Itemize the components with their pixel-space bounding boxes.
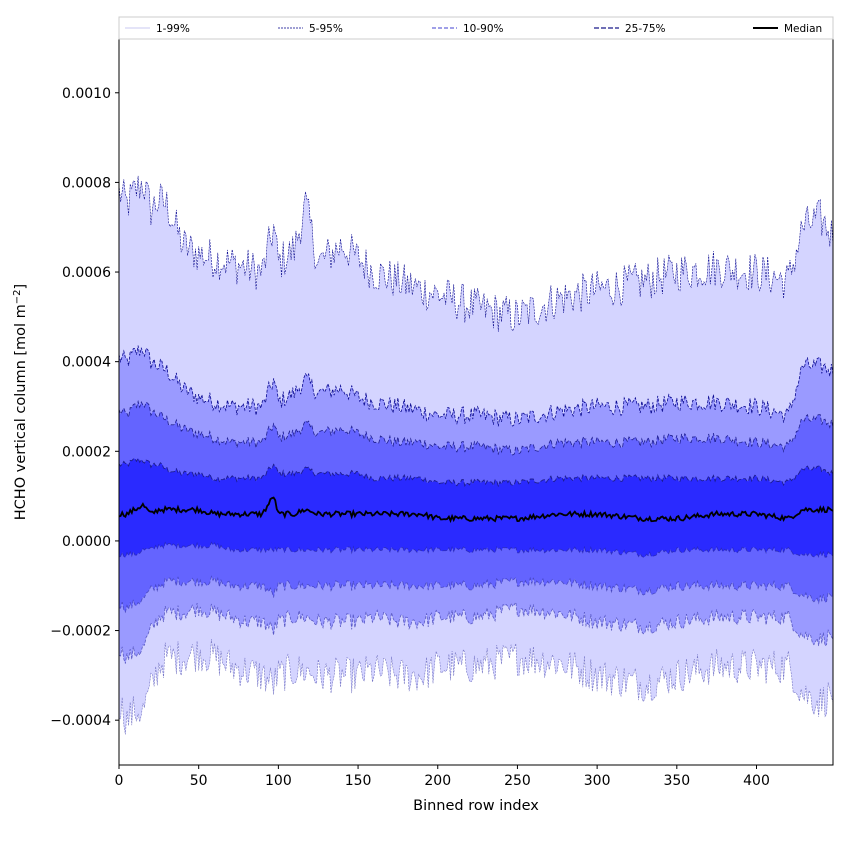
band-25-75-upper-line	[119, 457, 833, 488]
legend-label: 25-75%	[625, 23, 666, 35]
y-tick-label: 0.0000	[62, 534, 111, 550]
x-axis-label: Binned row index	[413, 798, 539, 814]
y-tick-label: 0.0004	[62, 355, 111, 371]
x-tick-label: 100	[265, 773, 292, 789]
y-tick-label: −0.0004	[50, 713, 111, 729]
band-10-90-upper-line	[119, 399, 833, 456]
band-1-99-upper-line	[119, 175, 833, 332]
legend: 1-99% 5-95% 10-90% 25-75% Median	[118, 16, 834, 40]
band-25-75-lower-line	[119, 541, 833, 559]
x-axis-ticks: 0 50 100 150 200 250 300 350 400	[115, 765, 770, 789]
legend-label: 10-90%	[463, 23, 504, 35]
x-tick-label: 350	[663, 773, 690, 789]
band-1-99-lower-line	[119, 639, 833, 735]
y-tick-label: −0.0002	[50, 624, 111, 640]
x-tick-label: 50	[190, 773, 208, 789]
x-tick-label: 250	[504, 773, 531, 789]
x-tick-label: 400	[743, 773, 770, 789]
y-axis-ticks: −0.0004 −0.0002 0.0000 0.0002 0.0004 0.0006 0.…	[50, 86, 119, 729]
y-tick-label: 0.0008	[62, 175, 111, 191]
y-tick-label: 0.0006	[62, 265, 111, 281]
percentile-lines	[119, 175, 833, 735]
x-tick-label: 300	[584, 773, 611, 789]
x-tick-label: 0	[115, 773, 124, 789]
x-tick-label: 200	[424, 773, 451, 789]
y-axis-label-main: HCHO vertical column [mol m	[13, 304, 29, 520]
legend-label: 5-95%	[309, 23, 343, 35]
legend-label: Median	[784, 23, 822, 35]
x-tick-label: 150	[345, 773, 372, 789]
legend-frame	[118, 16, 834, 40]
y-axis-label-sup: −2	[12, 289, 23, 304]
band-10-90-lower-line	[119, 575, 833, 614]
y-axis-label: HCHO vertical column [mol m−2]	[12, 284, 30, 520]
y-tick-label: 0.0002	[62, 444, 111, 460]
band-5-95-upper-line	[119, 345, 833, 427]
legend-label: 1-99%	[156, 23, 190, 35]
y-tick-label: 0.0010	[62, 86, 111, 102]
median-line	[119, 496, 833, 524]
band-5-95-lower-line	[119, 600, 833, 664]
band-25-75-fill	[119, 458, 833, 558]
percentile-bands	[119, 175, 833, 735]
y-axis-label-end: ]	[13, 284, 29, 290]
